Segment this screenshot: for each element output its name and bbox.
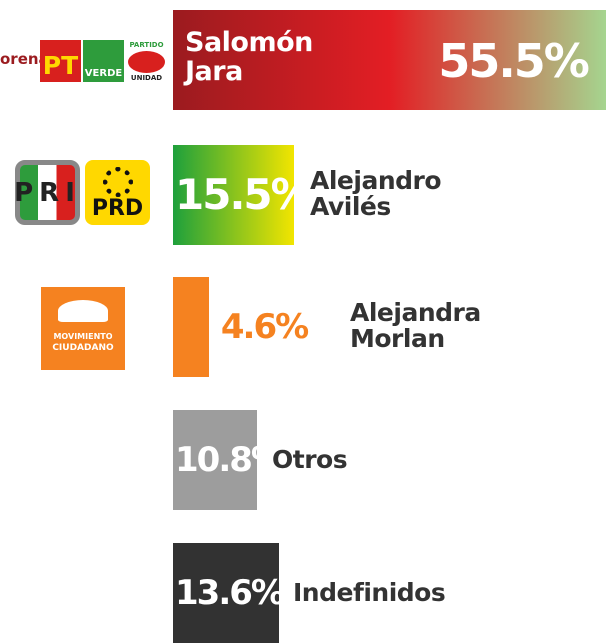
- bar: [173, 543, 280, 643]
- pri-logo: PRI: [14, 160, 80, 225]
- verde-logo: VERDE: [83, 40, 124, 82]
- bar: [173, 10, 606, 110]
- mc-text-1: MOVIMIENTO: [53, 331, 113, 341]
- category-label: Alejandro Avilés: [310, 166, 442, 221]
- value-label: 13.6%: [175, 573, 285, 613]
- prd-sun: [103, 167, 133, 197]
- mc-text-2: CIUDADANO: [52, 343, 114, 353]
- category-label: Salomón Jara: [185, 27, 313, 87]
- value-label: 15.5%: [175, 170, 313, 219]
- value-label: 4.6%: [220, 307, 309, 347]
- pt-logo: PT: [40, 40, 81, 82]
- party-text: orena: [0, 50, 49, 68]
- value-label: 55.5%: [438, 34, 590, 88]
- unidad-bottom: UNIDAD: [130, 74, 163, 82]
- category-label: Alejandra Morlan: [350, 298, 481, 353]
- category-label: Otros: [272, 445, 348, 474]
- bar: [173, 145, 294, 245]
- mc-bird: [58, 300, 108, 322]
- bar: [173, 277, 209, 377]
- value-label: 10.8%: [175, 440, 285, 480]
- unidad-emblem: [128, 51, 165, 73]
- category-label: Indefinidos: [293, 578, 446, 607]
- bar: [173, 410, 258, 510]
- unidad-top: PARTIDO: [129, 41, 164, 49]
